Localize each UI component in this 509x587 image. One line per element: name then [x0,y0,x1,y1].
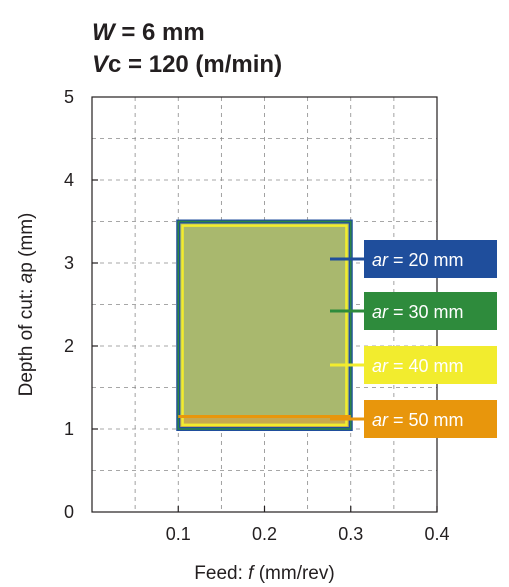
legend-item: ar = 40 mm [330,346,497,384]
axis-labels: Feed: f (mm/rev) Depth of cut: ap (mm) [16,213,335,584]
legend-item: ar = 20 mm [330,240,497,278]
y-tick-label: 4 [64,170,74,190]
x-tick-label: 0.1 [166,524,191,544]
legend-swatch [364,346,497,384]
legend-swatch [364,292,497,330]
data-regions [176,219,353,431]
y-tick-label: 2 [64,336,74,356]
title-line-1: W = 6 mm [92,19,205,46]
y-tick-label: 1 [64,419,74,439]
legend-label: ar = 20 mm [372,250,464,270]
region-ar-40-outline [181,224,348,427]
region-ar-30-outline [177,220,352,430]
chart-title: W = 6 mm Vc = 120 (m/min) [92,19,282,78]
x-tick-label: 0.3 [338,524,363,544]
legend-label: ar = 40 mm [372,356,464,376]
grid [92,97,437,512]
title-line-2: Vc = 120 (m/min) [92,51,282,78]
y-tick-label: 0 [64,502,74,522]
legend-swatch [364,400,497,438]
operating-region-fill [178,221,351,429]
legend-label: ar = 50 mm [372,410,464,430]
legend-item: ar = 30 mm [330,292,497,330]
y-tick-label: 3 [64,253,74,273]
legend-swatch [364,240,497,278]
x-tick-label: 0.4 [424,524,449,544]
x-axis-label: Feed: f (mm/rev) [194,563,334,584]
legend: ar = 20 mm ar = 30 mm ar = 40 mm ar = 50 mm [330,240,497,438]
y-tick-label: 5 [64,87,74,107]
legend-label: ar = 30 mm [372,302,464,322]
legend-item: ar = 50 mm [330,400,497,438]
y-axis-label: Depth of cut: ap (mm) [16,213,37,397]
axis-ticks: 0.1 0.2 0.3 0.4 0 1 2 3 4 5 [64,87,450,544]
x-tick-label: 0.2 [252,524,277,544]
